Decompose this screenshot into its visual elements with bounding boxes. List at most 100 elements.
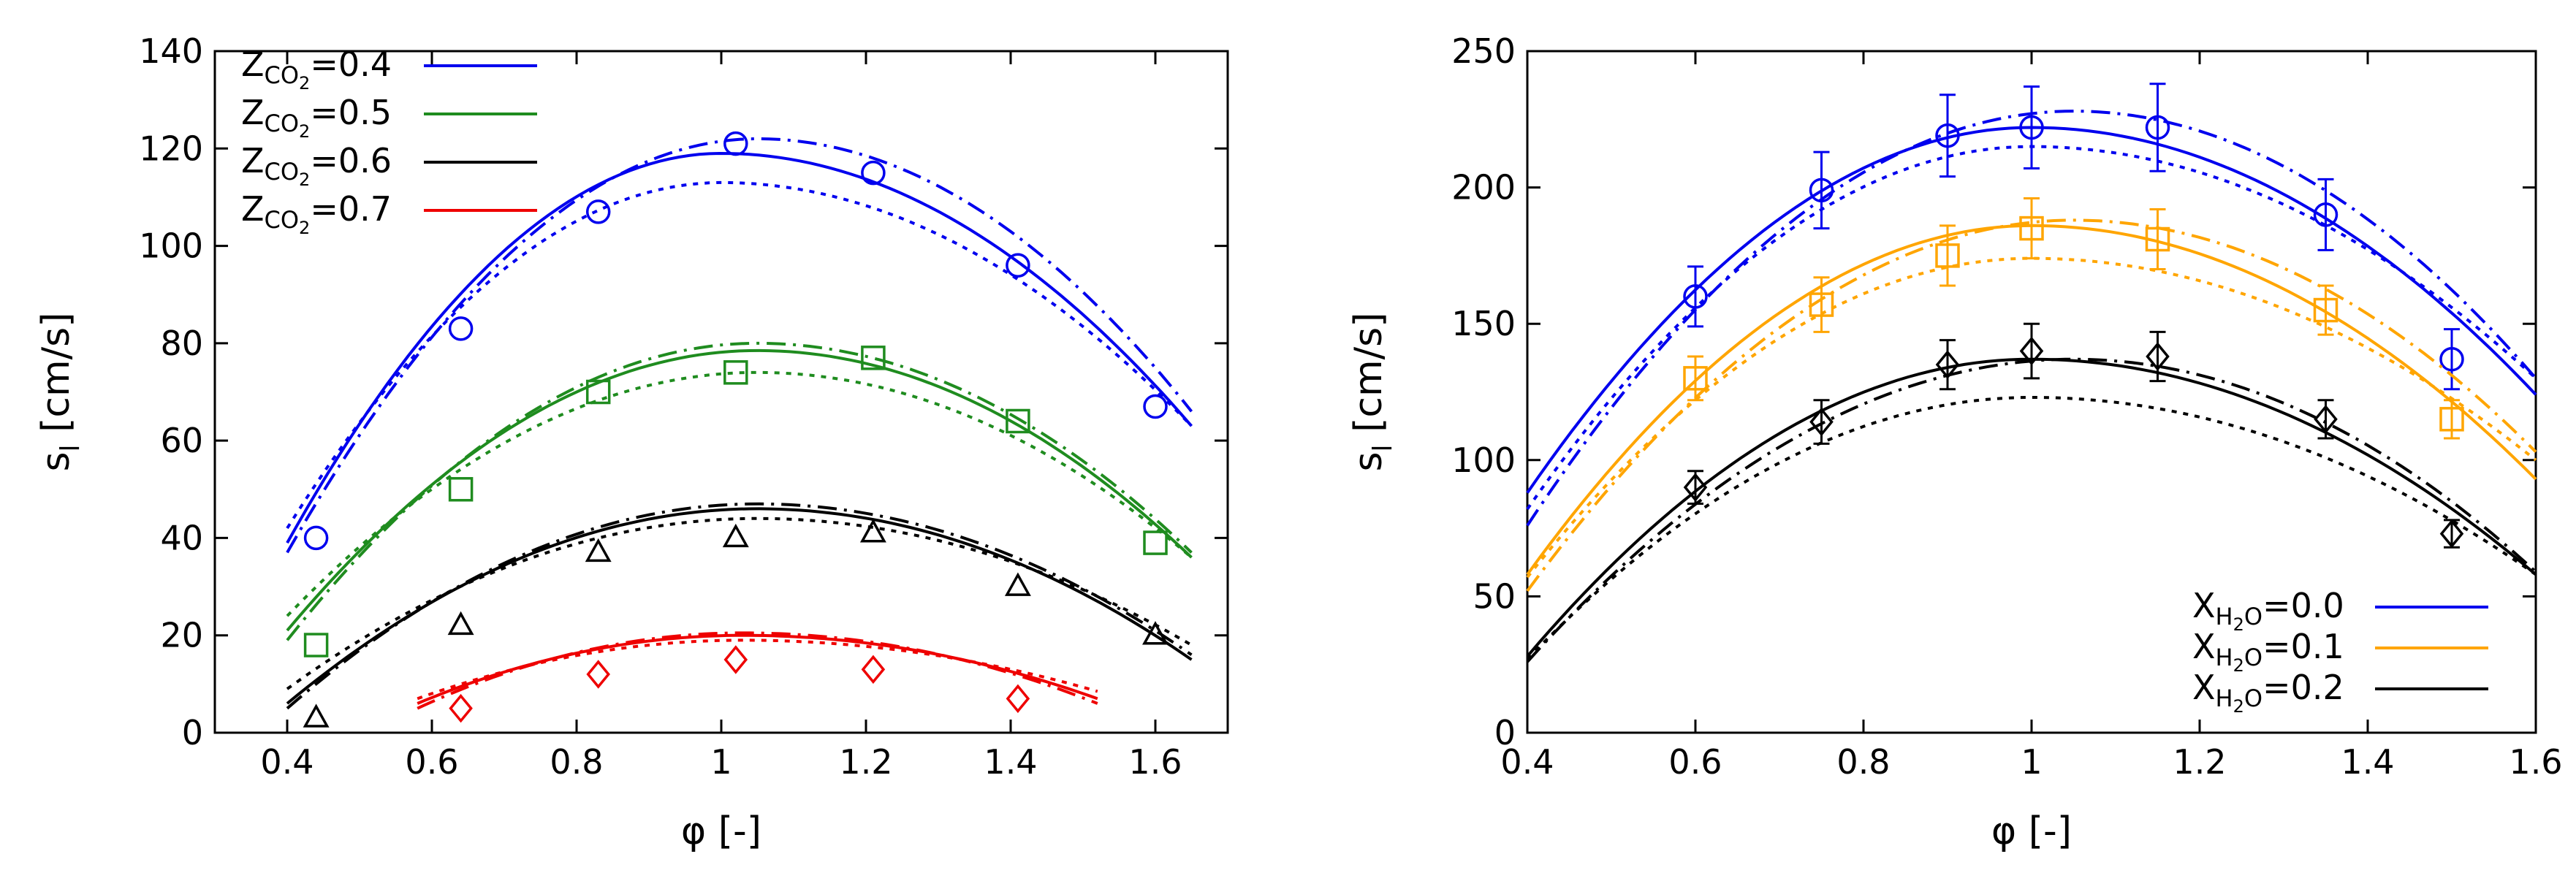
series-line-dotted xyxy=(286,516,1193,690)
data-point-diamond xyxy=(1809,407,1834,437)
series-2: ZCO2=0.6 xyxy=(241,141,1193,728)
legend-value: =0.1 xyxy=(2262,627,2344,666)
data-point-square xyxy=(448,477,474,502)
data-point-square xyxy=(1935,243,1960,268)
chart-panel-right: 0.4 0.6 0.8 1 1.2 1.4 1.6 0 50 100 150 200 250 φ [-] s… xyxy=(1347,31,2563,853)
legend-symbol: Z xyxy=(241,189,265,229)
legend-subscript: CO xyxy=(265,158,300,186)
data-point-triangle xyxy=(1142,621,1169,645)
legend-subscript: H xyxy=(2216,603,2233,630)
y-axis-label-symbol: s xyxy=(34,451,78,471)
data-point-triangle xyxy=(303,703,330,728)
data-point-square xyxy=(2313,297,2338,323)
data-point-circle xyxy=(2019,115,2044,140)
legend-subscript-tail: O xyxy=(2244,644,2262,671)
y-tick-label: 60 xyxy=(160,421,203,460)
legend-label: ZCO2=0.6 xyxy=(241,141,392,190)
data-point-triangle xyxy=(447,611,474,636)
y-tick-label: 0 xyxy=(182,713,203,752)
series-line-dashdot xyxy=(417,631,1098,710)
data-point-circle xyxy=(2145,115,2170,140)
legend-label: ZCO2=0.5 xyxy=(241,93,392,142)
legend-symbol: X xyxy=(2192,586,2216,625)
data-point-circle xyxy=(861,160,886,186)
series-line-solid xyxy=(1526,224,2537,576)
y-tick-label: 80 xyxy=(160,324,203,363)
series-1: XH2O=0.1 xyxy=(1526,197,2537,676)
data-point-triangle xyxy=(859,519,886,543)
y-axis-label: sl [cm/s] xyxy=(34,312,86,471)
x-tick-label: 1.6 xyxy=(1128,742,1182,782)
series-line-solid xyxy=(417,633,1098,705)
legend-symbol: Z xyxy=(241,141,265,180)
legend-subscript-digit: 2 xyxy=(299,169,310,190)
data-point-circle xyxy=(1006,253,1030,278)
legend-symbol: X xyxy=(2192,627,2216,666)
y-tick-label: 120 xyxy=(139,129,203,168)
data-point-circle xyxy=(1683,284,1708,309)
series-line-dashdot xyxy=(286,137,1193,554)
data-point-circle xyxy=(2313,202,2338,227)
series-0: XH2O=0.0 xyxy=(1526,83,2537,635)
data-point-square xyxy=(1809,292,1834,317)
y-axis-label: sl [cm/s] xyxy=(1347,312,1398,471)
data-point-square xyxy=(1143,530,1168,555)
x-axis-label-unit: [-] xyxy=(2016,809,2072,853)
y-tick-label: 150 xyxy=(1451,304,1516,343)
data-point-circle xyxy=(448,316,474,341)
series-1: ZCO2=0.5 xyxy=(241,93,1193,657)
legend-value: =0.4 xyxy=(310,45,392,84)
series-line-dotted xyxy=(1526,395,2537,660)
y-axis-label-symbol: s xyxy=(1347,451,1391,471)
data-point-square xyxy=(723,360,748,385)
series-line-solid xyxy=(1526,357,2537,657)
chart-panel-left: 0.4 0.6 0.8 1 1.2 1.4 1.6 0 20 40 60 80 100 120 140 φ [… xyxy=(34,31,1229,853)
legend-subscript: CO xyxy=(265,61,300,89)
y-axis-label-subscript: l xyxy=(56,444,86,451)
y-tick-label: 0 xyxy=(1494,713,1516,752)
series-line-dotted xyxy=(286,370,1193,617)
x-tick-label: 0.8 xyxy=(550,742,603,782)
data-point-diamond xyxy=(586,660,610,689)
legend-subscript-digit: 2 xyxy=(299,73,310,94)
x-tick-label: 0.4 xyxy=(1500,742,1554,782)
series-line-dotted xyxy=(286,180,1193,530)
legend-value: =0.2 xyxy=(2262,668,2344,707)
series-line-solid xyxy=(286,507,1193,705)
legend-subscript: H xyxy=(2216,644,2233,671)
data-point-diamond xyxy=(1683,473,1708,502)
legend-symbol: X xyxy=(2192,668,2216,707)
legend-symbol: Z xyxy=(241,93,265,132)
series-line-solid xyxy=(286,348,1193,632)
data-point-diamond xyxy=(2439,519,2464,549)
series-line-solid xyxy=(1526,126,2537,494)
x-tick-label: 0.6 xyxy=(1668,742,1722,782)
data-point-diamond xyxy=(2146,342,2170,371)
data-point-diamond xyxy=(2314,405,2338,434)
x-axis-label-symbol: φ xyxy=(681,809,706,853)
data-point-circle xyxy=(1809,178,1834,203)
series-0: ZCO2=0.4 xyxy=(241,45,1193,554)
x-tick-label: 0.4 xyxy=(260,742,314,782)
data-point-square xyxy=(585,379,611,405)
legend-subscript: CO xyxy=(265,110,300,137)
data-point-triangle xyxy=(722,523,749,548)
y-tick-label: 20 xyxy=(160,616,203,655)
data-point-square xyxy=(2145,226,2170,252)
legend-value: =0.7 xyxy=(310,189,392,229)
y-tick-label: 250 xyxy=(1451,31,1516,71)
data-point-diamond xyxy=(1006,684,1030,714)
x-tick-label: 1.2 xyxy=(2173,742,2226,782)
legend-label: ZCO2=0.4 xyxy=(241,45,392,94)
x-tick-label: 0.6 xyxy=(405,742,458,782)
y-tick-label: 100 xyxy=(139,226,203,266)
x-tick-label: 1.6 xyxy=(2509,742,2562,782)
y-tick-label: 200 xyxy=(1451,168,1516,207)
data-point-diamond xyxy=(723,645,748,674)
legend-subscript-digit: 2 xyxy=(299,218,310,238)
x-axis-label-symbol: φ xyxy=(1991,809,2016,853)
y-tick-label: 140 xyxy=(139,31,203,71)
data-point-diamond xyxy=(861,655,886,684)
y-axis-label-unit: [cm/s] xyxy=(34,312,78,444)
